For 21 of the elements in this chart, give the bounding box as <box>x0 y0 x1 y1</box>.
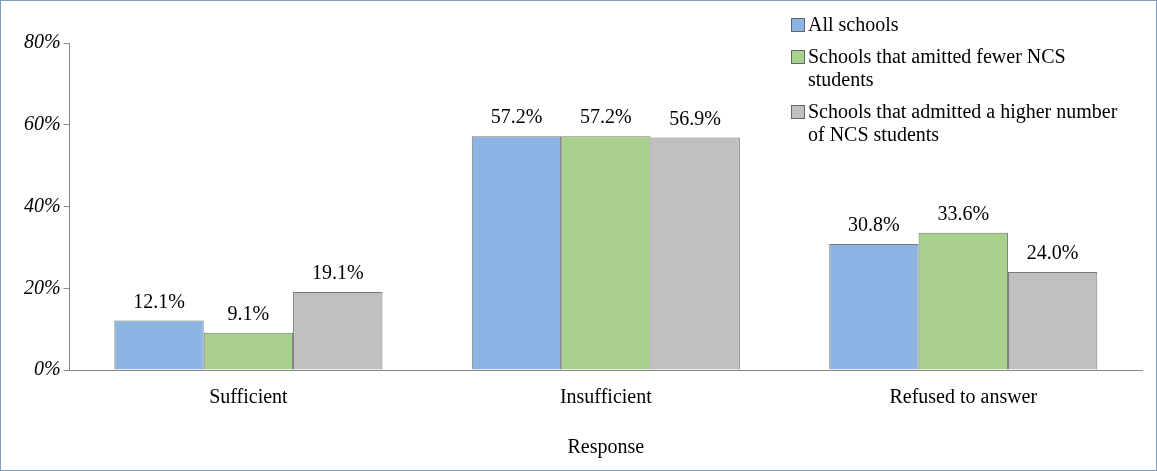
data-label: 33.6% <box>937 201 990 224</box>
x-tick-label: Insufficient <box>559 385 653 408</box>
data-label: 19.1% <box>311 261 364 284</box>
y-tick-label: 60% <box>23 112 61 134</box>
data-label: 30.8% <box>848 213 900 236</box>
x-tick-label: Refused to answer <box>889 385 1038 408</box>
data-label: 9.1% <box>227 302 270 325</box>
legend-label: Schools that amitted fewer NCS students <box>808 45 1067 91</box>
data-label: 57.2% <box>579 105 632 128</box>
y-tick-label: 40% <box>23 193 61 216</box>
data-label: 56.9% <box>669 106 722 129</box>
x-tick-label: Sufficient <box>209 385 289 408</box>
y-tick-label: 20% <box>23 275 61 298</box>
data-label: 24.0% <box>1026 241 1079 264</box>
y-tick-label: 80% <box>23 30 61 53</box>
data-label: 57.2% <box>490 105 543 128</box>
x-axis-title: Response <box>567 435 645 459</box>
y-tick-label: 0% <box>33 357 61 380</box>
legend-label: Schools that admitted a higher number of NCS students <box>808 100 1119 146</box>
data-label: 12.1% <box>133 289 185 312</box>
legend-label: All schools <box>808 13 899 36</box>
